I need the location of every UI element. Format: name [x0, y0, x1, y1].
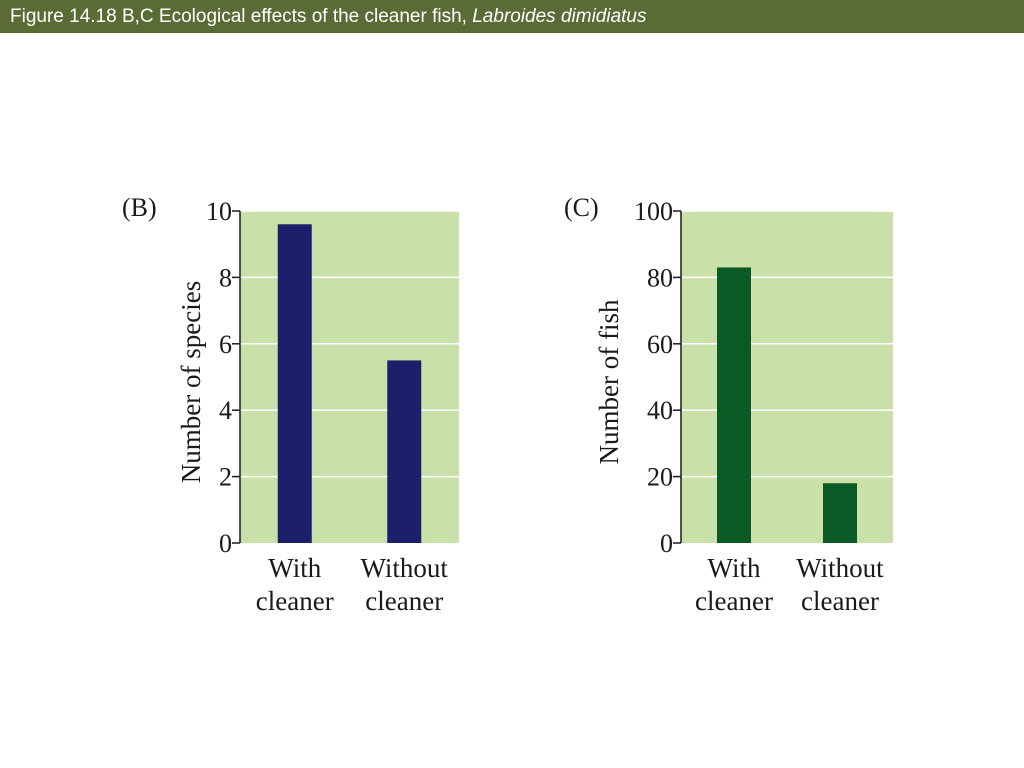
plot-area	[240, 211, 459, 543]
y-tick-label: 80	[647, 263, 673, 292]
y-tick-label: 8	[219, 263, 232, 292]
slide-title-bar: Figure 14.18 B,C Ecological effects of t…	[0, 0, 1024, 33]
y-tick-label: 10	[206, 197, 232, 226]
x-tick-label: With	[268, 553, 321, 583]
bar	[387, 360, 422, 543]
y-tick-label: 4	[219, 396, 232, 425]
panel-label: (B)	[122, 193, 157, 222]
y-tick-label: 60	[647, 330, 673, 359]
y-axis-title: Number of species	[176, 281, 206, 483]
y-tick-label: 0	[219, 529, 232, 558]
x-tick-label: cleaner	[801, 586, 879, 616]
y-tick-label: 0	[660, 529, 673, 558]
y-tick-label: 100	[634, 197, 673, 226]
bar	[277, 224, 312, 543]
x-tick-label: cleaner	[256, 586, 334, 616]
x-tick-label: Without	[796, 553, 884, 583]
y-tick-label: 2	[219, 463, 232, 492]
slide-title: Figure 14.18 B,C Ecological effects of t…	[10, 6, 473, 27]
bar	[717, 267, 751, 543]
plot-area	[681, 211, 893, 543]
slide-title-species: Labroides dimidiatus	[472, 6, 647, 27]
y-tick-label: 6	[219, 330, 232, 359]
x-tick-label: Without	[361, 553, 449, 583]
y-axis-title: Number of fish	[594, 299, 624, 464]
bar	[823, 483, 857, 543]
x-tick-label: With	[708, 553, 761, 583]
panel-label: (C)	[564, 193, 599, 222]
x-tick-label: cleaner	[695, 586, 773, 616]
y-tick-label: 20	[647, 463, 673, 492]
x-tick-label: cleaner	[365, 586, 443, 616]
y-tick-label: 40	[647, 396, 673, 425]
